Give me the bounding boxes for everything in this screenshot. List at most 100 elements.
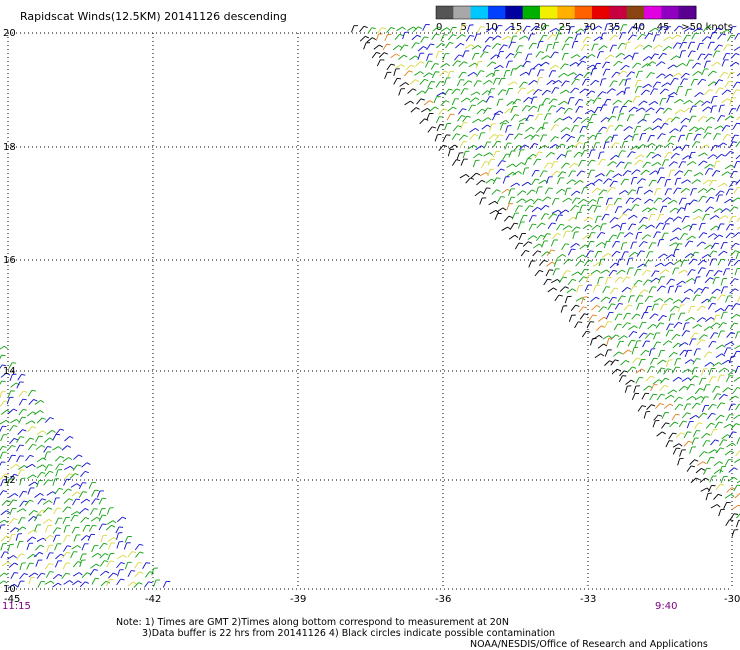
- wind-barb-flag: [734, 206, 739, 209]
- wind-barb-flag: [701, 78, 707, 81]
- wind-barb: [627, 340, 632, 347]
- wind-barb-flag: [448, 88, 453, 91]
- wind-barb-flag: [690, 253, 695, 257]
- wind-barb: [700, 144, 707, 150]
- wind-barb-flag: [74, 473, 79, 476]
- wind-barb: [674, 109, 681, 115]
- wind-barb: [481, 90, 488, 96]
- wind-barb: [0, 490, 4, 496]
- wind-barb: [436, 124, 441, 132]
- wind-barb: [16, 455, 21, 463]
- wind-barb-flag: [96, 516, 101, 520]
- wind-barb-flag: [685, 330, 690, 332]
- wind-barb: [652, 118, 659, 124]
- wind-barb-flag: [703, 188, 708, 192]
- wind-barb-flag: [664, 384, 669, 388]
- wind-barb-flag: [103, 542, 108, 545]
- wind-barb: [34, 524, 38, 532]
- wind-barb-flag: [372, 37, 377, 41]
- wind-barb: [638, 289, 645, 296]
- wind-barb: [713, 234, 720, 240]
- wind-barb-flag: [720, 190, 725, 193]
- wind-barb-flag: [4, 519, 8, 523]
- wind-barb: [543, 113, 548, 121]
- wind-barb: [694, 422, 699, 429]
- wind-barb: [585, 275, 589, 283]
- wind-barb: [426, 113, 430, 121]
- wind-barb: [611, 25, 616, 33]
- wind-barb-flag: [95, 498, 100, 501]
- wind-barb-flag: [636, 357, 642, 360]
- wind-barb-flag: [13, 425, 18, 427]
- wind-barb-flag: [669, 297, 674, 301]
- wind-barb-flag: [487, 124, 491, 128]
- wind-barb-flag: [588, 224, 593, 228]
- wind-barb: [73, 534, 77, 542]
- wind-barb: [42, 519, 50, 524]
- wind-barb: [535, 126, 542, 133]
- wind-barb: [492, 177, 497, 185]
- wind-barb: [54, 543, 58, 551]
- wind-barb: [620, 64, 627, 71]
- wind-barb-flag: [713, 154, 717, 158]
- wind-barb: [611, 71, 617, 78]
- wind-barb-flag: [640, 154, 645, 158]
- wind-barb-flag: [19, 444, 24, 447]
- wind-barb: [580, 269, 585, 276]
- wind-barb: [532, 250, 538, 257]
- wind-barb: [579, 205, 583, 212]
- wind-barb-flag: [553, 287, 558, 291]
- wind-barb-flag: [732, 442, 736, 446]
- wind-barb-flag: [586, 36, 591, 39]
- wind-barb-flag: [74, 514, 79, 517]
- wind-barb-flag: [717, 393, 722, 395]
- wind-barb-flag: [473, 72, 478, 76]
- latitude-label: 16: [3, 255, 16, 266]
- wind-barb-flag: [714, 332, 719, 334]
- wind-barb-flag: [659, 222, 664, 225]
- wind-barb: [663, 107, 669, 114]
- wind-barb: [630, 204, 636, 211]
- wind-barb-flag: [383, 52, 389, 55]
- wind-barb-flag: [645, 349, 650, 353]
- wind-barb-flag: [13, 555, 17, 559]
- wind-barb-flag: [686, 34, 691, 37]
- wind-barb: [669, 236, 677, 242]
- wind-barb: [586, 90, 592, 97]
- wind-barb: [492, 70, 496, 78]
- wind-barb-flag: [82, 491, 87, 493]
- wind-barb: [98, 497, 103, 505]
- wind-barb-flag: [686, 187, 690, 191]
- wind-barb-flag: [628, 126, 633, 129]
- wind-barb-flag: [41, 417, 46, 420]
- wind-barb-flag: [685, 297, 691, 300]
- wind-barb: [660, 377, 666, 384]
- wind-barb-flag: [390, 63, 395, 66]
- wind-barb: [593, 285, 597, 293]
- wind-barb-flag: [648, 44, 653, 48]
- wind-barb: [722, 359, 729, 365]
- wind-barb: [80, 535, 87, 541]
- wind-barb: [723, 423, 731, 428]
- wind-barb: [634, 80, 638, 88]
- wind-barb-flag: [720, 115, 726, 117]
- wind-barb: [472, 118, 479, 124]
- wind-barb: [574, 73, 580, 80]
- wind-barb: [641, 63, 648, 69]
- wind-barb-flag: [412, 88, 417, 91]
- wind-barb-flag: [517, 98, 522, 101]
- wind-barb: [458, 71, 463, 79]
- wind-barb-flag: [691, 269, 696, 271]
- wind-barb-flag: [649, 127, 654, 131]
- wind-barb: [683, 440, 689, 447]
- wind-barb-flag: [706, 433, 711, 436]
- wind-barb: [613, 60, 619, 67]
- wind-barb: [607, 161, 614, 167]
- wind-barb: [583, 216, 590, 222]
- wind-barb-flag: [678, 376, 683, 380]
- wind-barb: [609, 262, 616, 269]
- wind-barb: [707, 70, 714, 77]
- wind-barb: [658, 350, 662, 358]
- wind-barb-flag: [435, 33, 440, 36]
- wind-barb: [728, 467, 735, 473]
